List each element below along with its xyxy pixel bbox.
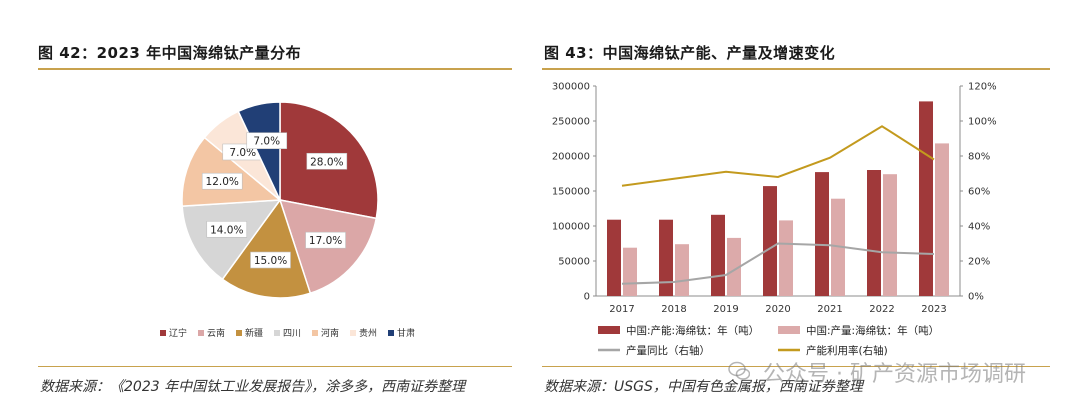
bar: [763, 186, 777, 296]
legend-label: 云南: [207, 327, 225, 339]
x-tick-label: 2021: [817, 304, 842, 315]
slice-label-box: [201, 172, 243, 190]
legend-swatch: [198, 330, 204, 336]
bar: [867, 170, 881, 296]
right-tick-label: 0%: [968, 292, 984, 303]
slice-label: 14.0%: [210, 224, 243, 236]
legend-label: 产量同比（右轴）: [626, 344, 710, 357]
legend-swatch: [598, 326, 620, 334]
figure-43-source: 数据来源：USGS，中国有色金属报，西南证券整理: [544, 379, 863, 395]
legend-swatch: [160, 330, 166, 336]
figure-43-title: 图 43：中国海绵钛产能、产量及增速变化: [544, 44, 836, 62]
legend-label: 河南: [321, 327, 339, 339]
legend-label: 贵州: [359, 327, 377, 339]
top-rule: [542, 68, 1050, 70]
right-tick-label: 100%: [968, 117, 997, 128]
left-tick-label: 150000: [552, 187, 590, 198]
x-tick-label: 2023: [921, 304, 946, 315]
legend-label: 辽宁: [169, 327, 187, 339]
bar: [675, 244, 689, 296]
pie-chart: 28.0% 17.0% 15.0% 14.0% 12.0% 7.0%7.0% 辽宁 云南 新疆 四…: [160, 101, 415, 339]
legend-label: 中国:产能:海绵钛：年（吨）: [626, 324, 759, 337]
legend-label: 新疆: [245, 327, 263, 339]
figure-42-title: 图 42：2023 年中国海绵钛产量分布: [38, 44, 302, 62]
x-tick-label: 2018: [661, 304, 686, 315]
right-tick-label: 80%: [968, 152, 990, 163]
right-panel: 图 43：中国海绵钛产能、产量及增速变化 0 50000 100000 150000 2…: [536, 0, 1058, 413]
bar: [831, 198, 845, 296]
bar: [935, 143, 949, 296]
right-tick-label: 40%: [968, 222, 990, 233]
left-tick-label: 0: [584, 292, 590, 303]
bar: [659, 219, 673, 296]
right-tick-label: 120%: [968, 82, 997, 93]
slice-label-box: [306, 152, 348, 170]
bottom-rule: [542, 366, 1050, 367]
legend-swatch: [312, 330, 318, 336]
right-tick-label: 60%: [968, 187, 990, 198]
bar: [607, 219, 621, 296]
legend-swatch: [274, 330, 280, 336]
x-tick-label: 2017: [609, 304, 634, 315]
top-rule: [38, 68, 512, 70]
left-tick-label: 50000: [558, 257, 590, 268]
left-tick-label: 250000: [552, 117, 590, 128]
bottom-rule: [38, 366, 512, 367]
series-line: [621, 242, 935, 285]
slice-label: 28.0%: [310, 156, 343, 168]
pie-slice: [237, 101, 281, 201]
legend-label: 中国:产量:海绵钛：年（吨）: [806, 324, 939, 337]
pie-slice: [181, 199, 282, 281]
x-tick-label: 2020: [765, 304, 790, 315]
bar: [919, 101, 933, 297]
bar: [727, 237, 741, 296]
legend-label: 产能利用率(右轴): [806, 344, 888, 357]
slice-label: 12.0%: [206, 176, 239, 188]
slice-label: 15.0%: [254, 255, 287, 267]
slice-label-box: [250, 251, 291, 269]
x-tick-label: 2022: [869, 304, 894, 315]
legend-label: 四川: [283, 329, 301, 339]
slice-label: 17.0%: [309, 235, 342, 247]
bar: [779, 220, 793, 296]
left-tick-label: 300000: [552, 82, 590, 93]
figure-42-source: 数据来源：《2023 年中国钛工业发展报告》，涂多多，西南证券整理: [40, 379, 466, 395]
combo-chart: 0 50000 100000 150000 200000 250000 300000 0% 20…: [552, 82, 997, 358]
legend-swatch: [388, 330, 394, 336]
legend-swatch: [236, 330, 242, 336]
legend-swatch: [778, 326, 800, 334]
bar: [711, 214, 725, 296]
left-tick-label: 100000: [552, 222, 590, 233]
slice-label-box: [206, 220, 248, 238]
legend-swatch: [350, 330, 356, 336]
right-tick-label: 20%: [968, 257, 990, 268]
bar: [815, 172, 829, 296]
slice-label: 7.0%: [229, 147, 256, 159]
slice-label-box: [246, 132, 288, 150]
left-panel: 图 42：2023 年中国海绵钛产量分布 28.0% 17.0% 15.0% 14.0…: [0, 0, 520, 413]
bar: [883, 174, 897, 296]
left-tick-label: 200000: [552, 152, 590, 163]
slice-label: 7.0%: [253, 136, 280, 148]
series-line: [621, 125, 935, 187]
slice-label-box: [305, 231, 346, 249]
pie-slice: [221, 198, 312, 299]
x-tick-label: 2019: [713, 304, 738, 315]
legend-label: 甘肃: [397, 327, 415, 339]
bar: [623, 247, 637, 296]
